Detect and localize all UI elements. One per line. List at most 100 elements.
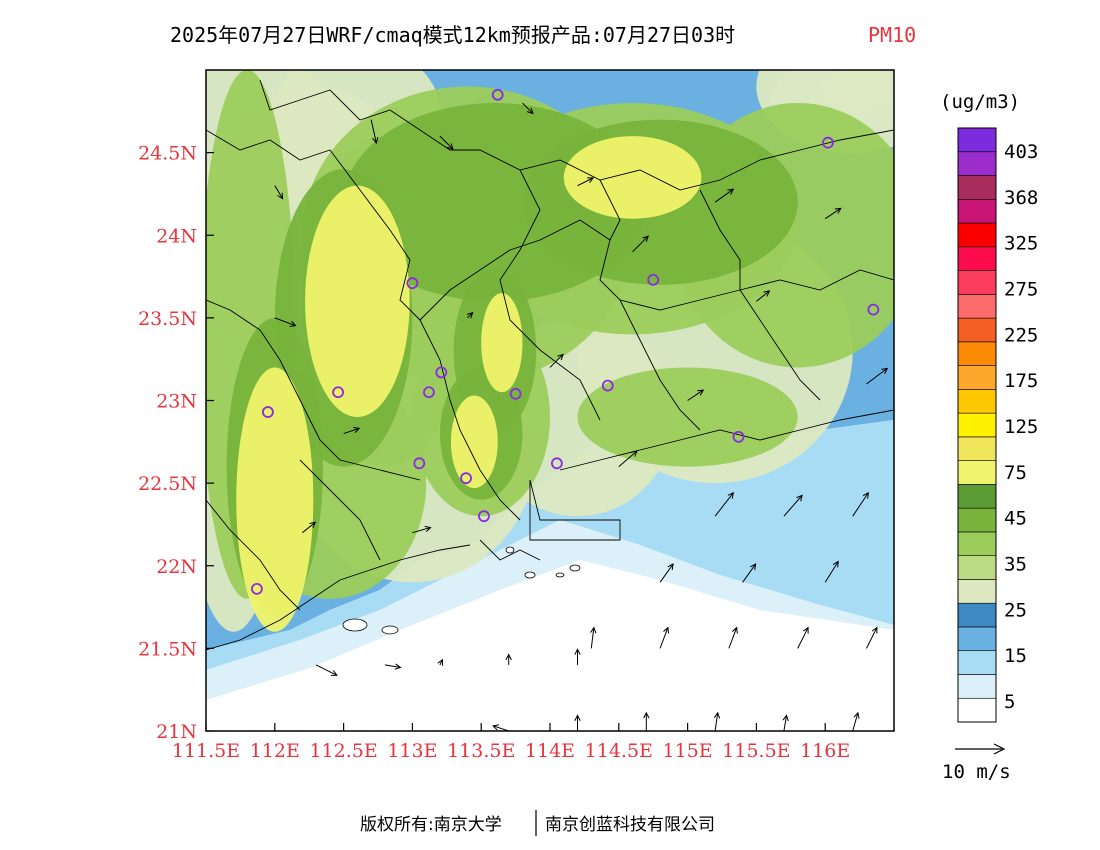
station-marker-1 — [822, 136, 834, 149]
wind-vector-21 — [659, 626, 670, 649]
wind-vectors — [274, 102, 889, 731]
pm10-concentration-field — [206, 70, 894, 731]
colorbar-swatch-19 — [957, 246, 997, 271]
island-5 — [569, 564, 581, 572]
boundary-line-9 — [699, 189, 741, 290]
colorbar-label-7: 175 — [1004, 370, 1038, 392]
lon-tick-label-0: 111.5E — [172, 740, 240, 762]
wind-vector-1 — [439, 135, 454, 150]
lat-tick-label-4: 23N — [156, 391, 197, 413]
wind-vector-11 — [866, 367, 889, 385]
station-marker-8 — [509, 387, 522, 400]
boundary-line-0 — [206, 129, 421, 321]
wind-scale-legend: 10 m/s — [942, 743, 1011, 783]
colorbar-swatch-8 — [957, 507, 997, 533]
colorbar-swatch-24 — [957, 127, 997, 153]
island-0 — [342, 618, 368, 632]
station-marker-10 — [262, 406, 274, 418]
wind-scale-arrowhead — [993, 743, 1006, 755]
colorbar-swatch-5 — [957, 579, 997, 604]
lon-tick-label-2: 112.5E — [309, 740, 377, 762]
wind-vector-29 — [384, 663, 402, 670]
colorbar-swatch-0 — [957, 697, 997, 723]
colorbar-label-5: 75 — [1004, 462, 1027, 484]
colorbar-legend: (ug/m3) 5 15 25 35 45 75 125 175 225 275 325 368 403 — [940, 91, 1038, 723]
colorbar-swatch-13 — [957, 389, 997, 414]
wind-vector-0 — [370, 119, 379, 145]
station-marker-5 — [332, 386, 344, 399]
pollution-contour-l3-4 — [563, 136, 702, 219]
colorbar-swatch-4 — [957, 602, 997, 628]
wind-vector-4 — [824, 207, 842, 220]
station-marker-6 — [423, 386, 435, 399]
wind-vector-39 — [522, 102, 534, 115]
wind-vector-38 — [274, 185, 284, 200]
colorbar-label-9: 275 — [1004, 279, 1038, 301]
wind-vector-18 — [742, 563, 757, 583]
lon-tick-label-6: 114.5E — [585, 740, 653, 762]
colorbar-swatch-2 — [957, 650, 997, 675]
lat-tick-label-6: 24N — [156, 225, 197, 247]
wind-vector-8 — [466, 311, 474, 319]
pollution-contour-l3-2 — [481, 293, 523, 393]
colorbar-frame — [957, 127, 997, 723]
colorbar-label-3: 35 — [1004, 554, 1027, 576]
colorbar-swatch-20 — [957, 222, 997, 248]
wind-vector-31 — [643, 711, 650, 731]
colorbar-swatch-21 — [957, 198, 997, 224]
wind-vector-32 — [713, 711, 721, 731]
station-marker-12 — [460, 472, 472, 485]
boundary-line-13 — [479, 539, 541, 561]
colorbar-swatch-6 — [957, 555, 997, 580]
colorbar-swatch-17 — [957, 294, 997, 319]
copyright-right: 南京创蓝科技有限公司 — [545, 815, 715, 835]
colorbar-swatch-7 — [957, 531, 997, 556]
longitude-axis: 111.5E 112E 112.5E 113E 113.5E 114E 114.5E 115E… — [172, 723, 850, 762]
wind-vector-5 — [632, 235, 649, 253]
lon-tick-label-3: 113E — [387, 740, 437, 762]
boundary-line-14 — [559, 409, 894, 471]
station-marker-0 — [491, 88, 504, 101]
wind-vector-36 — [302, 521, 317, 534]
wind-vector-23 — [797, 626, 809, 649]
colorbar-swatch-16 — [957, 317, 997, 343]
wind-vector-16 — [852, 491, 869, 517]
lon-tick-label-7: 115E — [663, 740, 713, 762]
colorbar-swatch-3 — [957, 626, 997, 652]
wind-vector-7 — [274, 317, 297, 327]
wind-scale-label: 10 m/s — [942, 761, 1011, 783]
colorbar-swatch-10 — [957, 460, 997, 485]
station-marker-9 — [601, 379, 614, 392]
boundary-line-5 — [499, 169, 601, 421]
wind-vector-28 — [315, 664, 338, 676]
colorbar-swatch-23 — [957, 151, 997, 176]
wind-vector-37 — [412, 525, 432, 534]
station-marker-4 — [867, 303, 880, 316]
monitoring-stations — [251, 88, 880, 595]
colorbar-swatch-1 — [957, 674, 997, 699]
wind-vector-13 — [618, 450, 638, 467]
boundary-line-6 — [619, 299, 701, 431]
wind-vector-30 — [574, 714, 581, 731]
lon-tick-label-9: 116E — [800, 740, 850, 762]
boundary-line-2 — [419, 219, 894, 321]
colorbar-swatch-14 — [957, 365, 997, 390]
boundary-line-3 — [206, 299, 421, 481]
colorbar-swatch-9 — [957, 484, 997, 509]
lon-tick-label-5: 114E — [525, 740, 575, 762]
station-marker-14 — [478, 510, 490, 523]
wind-vector-17 — [659, 563, 674, 583]
boundary-line-11 — [299, 459, 381, 561]
colorbar-label-8: 225 — [1004, 324, 1038, 346]
boundary-line-4 — [419, 319, 521, 521]
boundary-line-15 — [206, 544, 471, 651]
station-marker-7 — [435, 366, 448, 379]
station-marker-2 — [406, 277, 419, 290]
pollution-contour-l3-1 — [305, 185, 410, 418]
colorbar-label-11: 368 — [1004, 187, 1038, 209]
boundary-line-12 — [529, 479, 621, 541]
wind-vector-19 — [824, 560, 839, 583]
wind-vector-12 — [343, 426, 361, 435]
lat-tick-label-3: 22.5N — [138, 473, 197, 495]
copyright-left: 版权所有:南京大学 — [360, 815, 502, 835]
